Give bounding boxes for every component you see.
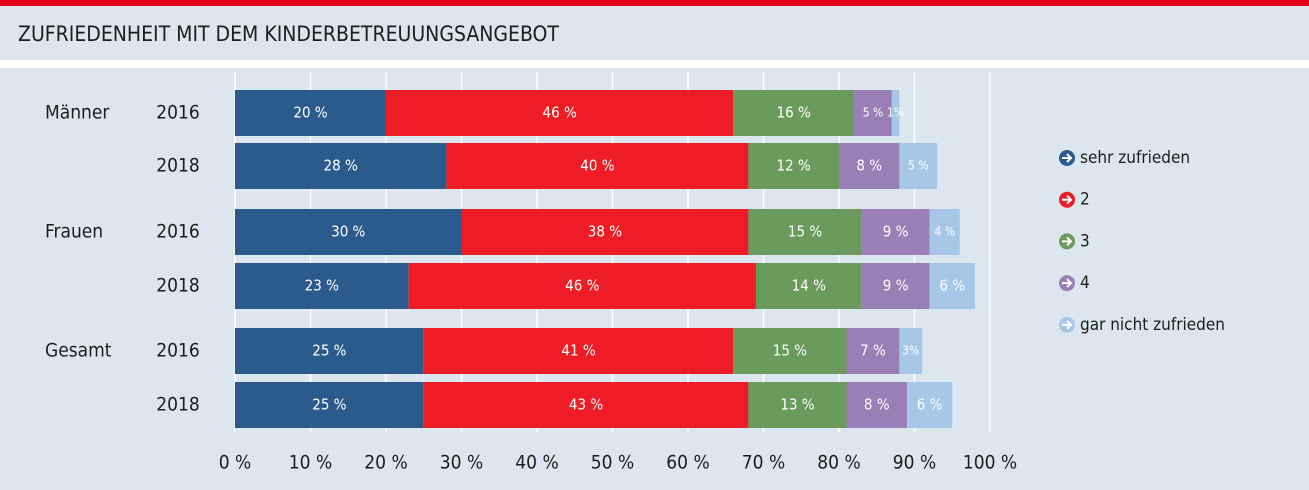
legend-label: 4 — [1080, 273, 1090, 293]
year-label: 2016 — [156, 340, 200, 362]
x-tick-label: 30 % — [440, 452, 483, 474]
value-label: 25 % — [312, 396, 346, 414]
bar-segment — [861, 209, 930, 255]
bar-segment — [906, 382, 953, 428]
x-tick-label: 40 % — [515, 452, 558, 474]
legend-arrow — [1062, 194, 1073, 205]
group-label: Männer — [45, 102, 110, 124]
legend-arrow — [1062, 278, 1073, 288]
value-label: 9 % — [883, 223, 909, 241]
value-label: 41 % — [561, 342, 595, 360]
value-label: 15 % — [773, 342, 807, 360]
value-label: 40 % — [580, 157, 614, 175]
bar-segment — [891, 90, 900, 136]
legend-arrow — [1062, 320, 1073, 330]
bar-segment — [733, 90, 855, 136]
top-stripe — [0, 0, 1309, 6]
value-label: 23 % — [305, 277, 339, 295]
bar-segment — [748, 382, 847, 428]
value-label: 14 % — [792, 277, 826, 295]
value-label: 5 % — [863, 106, 884, 120]
value-label: 25 % — [312, 342, 346, 360]
year-label: 2018 — [156, 275, 200, 297]
value-label: 16 % — [777, 104, 811, 122]
value-label: 46 % — [543, 104, 577, 122]
value-label: 30 % — [331, 223, 365, 241]
bar-segment — [423, 382, 749, 428]
value-label: 8 % — [864, 396, 890, 414]
bar-segment — [899, 143, 938, 189]
bar-segment — [386, 90, 734, 136]
value-label: 43 % — [569, 396, 603, 414]
bar-segment — [235, 382, 424, 428]
group-label: Frauen — [45, 221, 103, 243]
value-label: 20 % — [293, 104, 327, 122]
bar-segment — [748, 209, 862, 255]
value-label: 12 % — [777, 157, 811, 175]
value-label: 9 % — [883, 277, 909, 295]
bar-segment — [861, 263, 930, 309]
x-tick-label: 80 % — [817, 452, 860, 474]
x-tick-label: 50 % — [591, 452, 634, 474]
value-label: 5 % — [908, 159, 929, 173]
bar-segment — [846, 382, 907, 428]
bar-segment — [423, 328, 734, 374]
bar-segment — [839, 143, 900, 189]
legend-label: sehr zufrieden — [1080, 148, 1190, 168]
year-label: 2016 — [156, 221, 200, 243]
bar-segment — [899, 328, 923, 374]
year-label: 2018 — [156, 394, 200, 416]
bar-segment — [733, 328, 847, 374]
bar-segment — [235, 143, 447, 189]
separator — [0, 60, 1309, 68]
value-label: 7 % — [860, 342, 886, 360]
value-label: 3% — [902, 344, 919, 358]
x-tick-label: 90 % — [893, 452, 936, 474]
bar-segment — [846, 328, 900, 374]
bar-segment — [755, 263, 862, 309]
value-label: 6 % — [939, 277, 965, 295]
legend-arrow — [1062, 153, 1073, 163]
value-label: 1% — [887, 106, 904, 120]
group-label: Gesamt — [45, 340, 112, 362]
value-label: 46 % — [565, 277, 599, 295]
bar-segment — [929, 263, 975, 309]
x-tick-label: 0 % — [219, 452, 252, 474]
legend-label: 2 — [1080, 190, 1090, 210]
bar-segment — [235, 263, 409, 309]
x-tick-label: 20 % — [364, 452, 407, 474]
value-label: 4 % — [934, 225, 955, 239]
value-label: 13 % — [780, 396, 814, 414]
bar-segment — [446, 143, 749, 189]
bar-segment — [929, 209, 960, 255]
value-label: 15 % — [788, 223, 822, 241]
value-label: 6 % — [917, 396, 943, 414]
chart-title: ZUFRIEDENHEIT MIT DEM KINDERBETREUUNGSAN… — [18, 22, 559, 46]
bar-segment — [748, 143, 839, 189]
bar-segment — [461, 209, 749, 255]
year-label: 2018 — [156, 155, 200, 177]
x-tick-label: 70 % — [742, 452, 785, 474]
x-tick-label: 60 % — [666, 452, 709, 474]
legend-label: 3 — [1080, 231, 1090, 251]
year-label: 2016 — [156, 102, 200, 124]
value-label: 38 % — [588, 223, 622, 241]
bar-segment — [235, 90, 386, 136]
x-tick-label: 100 % — [963, 452, 1017, 474]
bar-segment — [235, 328, 424, 374]
legend-arrow — [1062, 236, 1073, 247]
value-label: 8 % — [856, 157, 882, 175]
bar-segment — [408, 263, 756, 309]
x-tick-label: 10 % — [289, 452, 332, 474]
value-label: 28 % — [324, 157, 358, 175]
legend-label: gar nicht zufrieden — [1080, 315, 1225, 335]
bar-segment — [235, 209, 462, 255]
bar-segment — [854, 90, 892, 136]
